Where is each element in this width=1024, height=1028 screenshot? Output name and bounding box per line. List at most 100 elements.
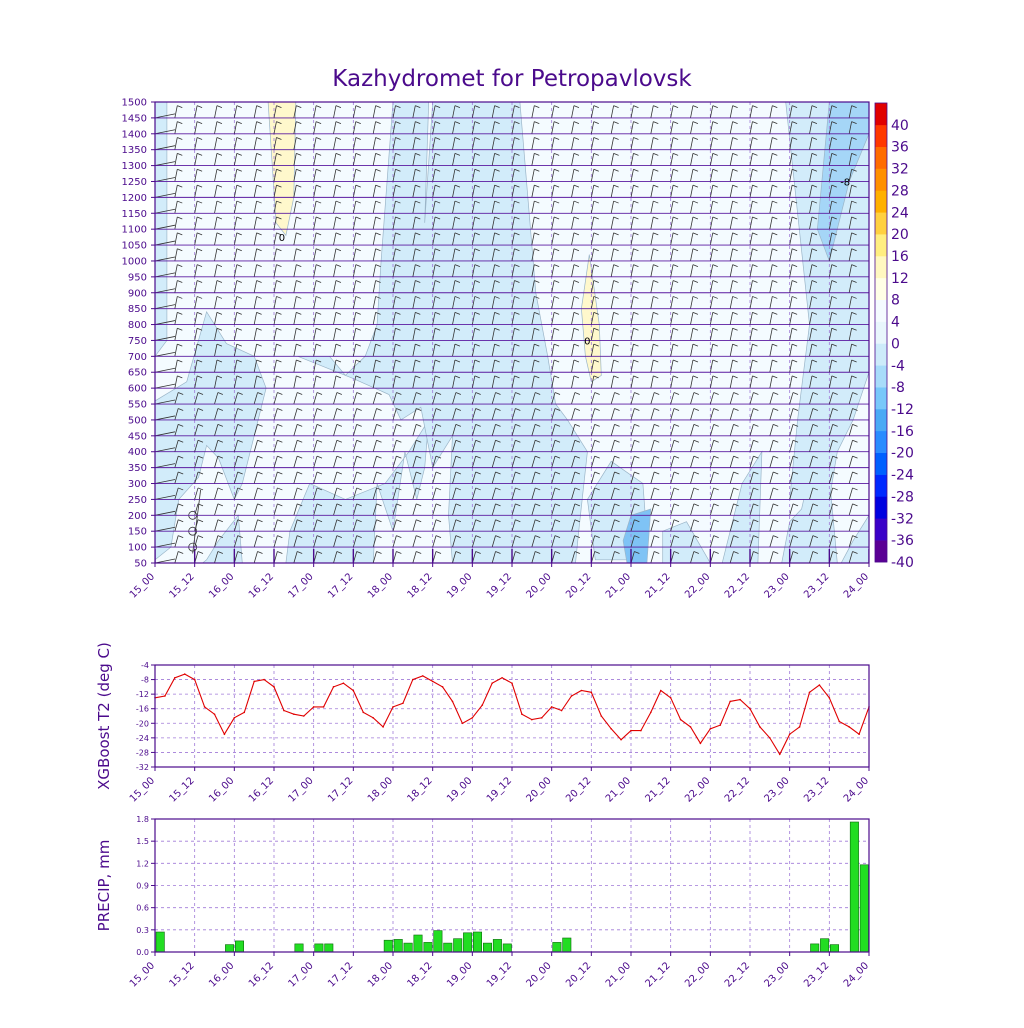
wind-barb: [395, 248, 401, 252]
wind-barb: [233, 471, 239, 484]
colorbar-label: 28: [891, 183, 909, 199]
colorbar-cell: [875, 321, 887, 344]
wind-barb: [551, 121, 555, 134]
wind-barb: [752, 105, 758, 109]
wind-barb: [852, 423, 858, 427]
wind-barb: [571, 105, 575, 118]
wind-barb: [769, 519, 774, 532]
wind-barb: [531, 424, 536, 436]
wind-barb: [253, 200, 258, 214]
wind-barb: [613, 121, 619, 124]
wind-barb: [511, 471, 516, 484]
wind-barb: [812, 408, 819, 411]
precip-bar-chart: 1.81.51.20.90.60.30.015_00 15_12 16_00 16_1…: [95, 815, 871, 990]
wind-barb: [471, 535, 477, 548]
wind-barb: [355, 296, 361, 299]
y-tick-label: 900: [128, 288, 147, 299]
wind-barb: [315, 152, 322, 156]
wind-barb: [534, 232, 540, 236]
wind-barb: [752, 216, 758, 220]
wind-barb: [630, 471, 635, 484]
wind-barb: [253, 519, 258, 532]
wind-barb: [392, 280, 396, 293]
wind-barb: [432, 248, 436, 262]
wind-barb: [654, 423, 660, 427]
t2-data-point: [511, 682, 513, 685]
wind-barb: [531, 359, 535, 373]
wind-barb: [630, 375, 634, 389]
wind-barb: [553, 152, 560, 156]
wind-barb: [792, 423, 799, 427]
wind-barb: [534, 248, 540, 252]
wind-barb: [531, 280, 535, 293]
wind-barb: [491, 487, 496, 500]
wind-barb: [432, 216, 436, 230]
wind-barb: [475, 551, 481, 554]
wind-barb: [811, 137, 818, 140]
wind-barb: [277, 408, 283, 411]
wind-barb: [174, 248, 178, 262]
wind-barb: [333, 456, 338, 468]
t2-data-point: [441, 686, 444, 688]
wind-barb: [551, 312, 555, 325]
wind-barb: [848, 551, 853, 563]
wind-barb: [335, 296, 342, 299]
x-tick-label: 17_12: [326, 960, 355, 989]
wind-barb: [828, 344, 833, 357]
wind-barb: [315, 121, 322, 124]
wind-barb: [732, 280, 738, 283]
colorbar-label: 8: [891, 293, 900, 309]
wind-barb: [435, 487, 442, 491]
wind-barb: [553, 121, 560, 124]
wind-barb: [174, 471, 179, 484]
wind-barb: [177, 296, 183, 299]
t2-data-point: [183, 673, 186, 675]
wind-barb: [474, 152, 480, 156]
wind-barb: [534, 343, 540, 347]
wind-barb: [574, 551, 581, 554]
wind-barb: [432, 264, 436, 277]
wind-barb: [256, 327, 262, 331]
wind-barb: [809, 551, 814, 563]
wind-barb: [313, 312, 317, 325]
t2-data-point: [769, 737, 771, 739]
wind-barb: [670, 440, 675, 452]
wind-barb: [848, 503, 853, 516]
wind-barb: [752, 137, 758, 140]
wind-barb: [752, 168, 758, 172]
wind-barb: [792, 535, 799, 538]
y-tick-label: 800: [128, 320, 147, 331]
wind-barb: [809, 344, 813, 357]
wind-barb: [454, 105, 461, 109]
wind-barb: [356, 471, 362, 475]
wind-barb: [335, 327, 342, 331]
wind-barb: [336, 408, 343, 411]
wind-barb: [491, 137, 496, 150]
wind-barb: [155, 431, 176, 437]
wind-barb: [749, 280, 753, 293]
wind-barb: [749, 312, 753, 325]
colorbar-label: -4: [891, 358, 905, 374]
wind-barb: [313, 280, 317, 293]
t2-data-point: [412, 678, 414, 681]
wind-barb: [296, 375, 302, 379]
wind-barb: [474, 311, 480, 315]
wind-barb: [749, 487, 754, 500]
wind-barb: [831, 168, 837, 172]
wind-barb: [297, 455, 303, 459]
wind-barb: [848, 375, 853, 389]
wind-barb: [233, 375, 238, 389]
wind-barb: [276, 327, 282, 331]
wind-barb: [832, 408, 838, 411]
wind-barb: [375, 296, 381, 299]
wind-barb: [693, 487, 700, 491]
wind-barb: [316, 519, 323, 523]
wind-barb: [415, 168, 421, 172]
x-tick-label: 16_00: [207, 960, 236, 989]
wind-barb: [729, 487, 734, 500]
wind-barb: [769, 280, 773, 293]
wind-barb: [769, 185, 773, 198]
wind-barb: [233, 264, 238, 277]
wind-barb: [653, 200, 659, 204]
